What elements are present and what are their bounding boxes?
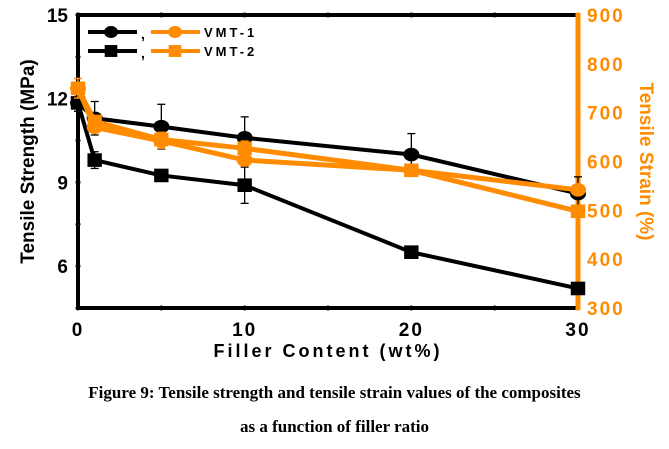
right-y-tick-label: 600 [587,153,625,174]
right-y-tick-label: 900 [587,6,625,27]
right-y-tick-mark [575,12,581,18]
left-y-tick-mark [75,221,81,227]
left-y-tick-mark [75,138,81,144]
left-y-axis-title: Tensile Strength (MPa) [18,59,39,263]
x-tick-label: 20 [399,320,424,341]
left-y-tick-mark [75,12,81,18]
x-top-tick-mark [242,12,248,18]
x-top-tick-mark [492,12,498,18]
x-top-tick-mark [158,12,164,18]
legend-separator: , [141,26,145,42]
left-y-tick-mark [75,263,81,269]
legend-black-square-marker [104,45,118,57]
series-vmt-1-strain-point [236,153,253,167]
right-y-tick-label: 800 [587,55,625,76]
x-tick-mark [75,305,81,311]
series-vmt-1-strain-point [570,183,586,197]
right-y-tick-label: 300 [587,299,625,320]
series-vmt-2-strain-point [404,163,419,178]
x-tick-mark [158,305,164,311]
series-vmt-2-strength-point [154,168,169,183]
left-y-tick-label: 12 [47,90,68,111]
legend-label-vmt-1: VMT-1 [204,25,257,40]
x-top-tick-mark [408,12,414,18]
left-y-tick-label: 6 [57,257,68,278]
series-vmt-2-strength-point [404,245,419,259]
series-vmt-2-strain-point [70,81,86,96]
series-vmt-2-strain-line [75,87,579,214]
series-vmt-2-strain-point [237,141,252,156]
right-y-tick-label: 700 [587,104,625,125]
dual-axis-line-chart: 0 10 20 30 6 9 12 15 300 400 500 600 700 800 900 Tensil… [18,6,656,361]
legend-label-vmt-2: VMT-2 [204,44,257,59]
x-tick-mark [325,305,331,311]
series-vmt-2-strain-point [570,204,586,219]
left-y-tick-mark [75,54,81,60]
x-tick-label: 30 [565,320,590,341]
legend-separator: , [141,45,145,61]
series-vmt-1-strength-point [403,147,420,162]
figure-caption-line-1: Figure 9: Tensile strength and tensile s… [88,383,581,402]
figure-caption-line-2: as a function of filler ratio [239,417,430,436]
right-y-tick-mark [575,232,581,238]
right-y-tick-mark [575,159,581,164]
right-y-tick-label: 400 [587,250,625,271]
x-tick-label: 10 [232,320,257,341]
series-vmt-2-strength-point [237,178,252,193]
right-y-tick-mark [575,256,581,262]
x-tick-mark [408,305,414,311]
series-vmt-2-strain-point [87,114,102,129]
right-y-axis-title: Tensile Strain (%) [635,82,656,240]
right-y-tick-mark [575,305,581,311]
legend-orange-square-marker [168,45,182,57]
series-vmt-2-strength-point [570,281,586,296]
left-y-tick-mark [75,179,81,185]
x-axis-title: Filler Content (wt%) [214,341,443,361]
legend-orange-circle-marker [168,26,182,38]
x-tick-label: 0 [72,320,85,341]
series-vmt-2-strength-point [87,153,102,167]
left-y-tick-label: 9 [57,173,68,194]
x-tick-mark [492,305,498,311]
right-y-tick-mark [575,61,581,67]
right-y-tick-mark [575,36,581,42]
legend-black-circle-marker [104,26,118,38]
series-vmt-2-strength-line [76,102,579,291]
x-tick-mark [242,305,248,311]
right-y-tick-mark [575,110,581,116]
left-y-tick-label: 15 [47,6,69,27]
right-y-tick-mark [575,134,581,140]
series-vmt-2-strain-point [154,132,169,147]
series-vmt-1-strength-point [153,119,170,134]
x-top-tick-mark [325,12,331,18]
right-y-tick-label: 500 [587,201,625,222]
right-y-tick-mark [575,85,581,91]
